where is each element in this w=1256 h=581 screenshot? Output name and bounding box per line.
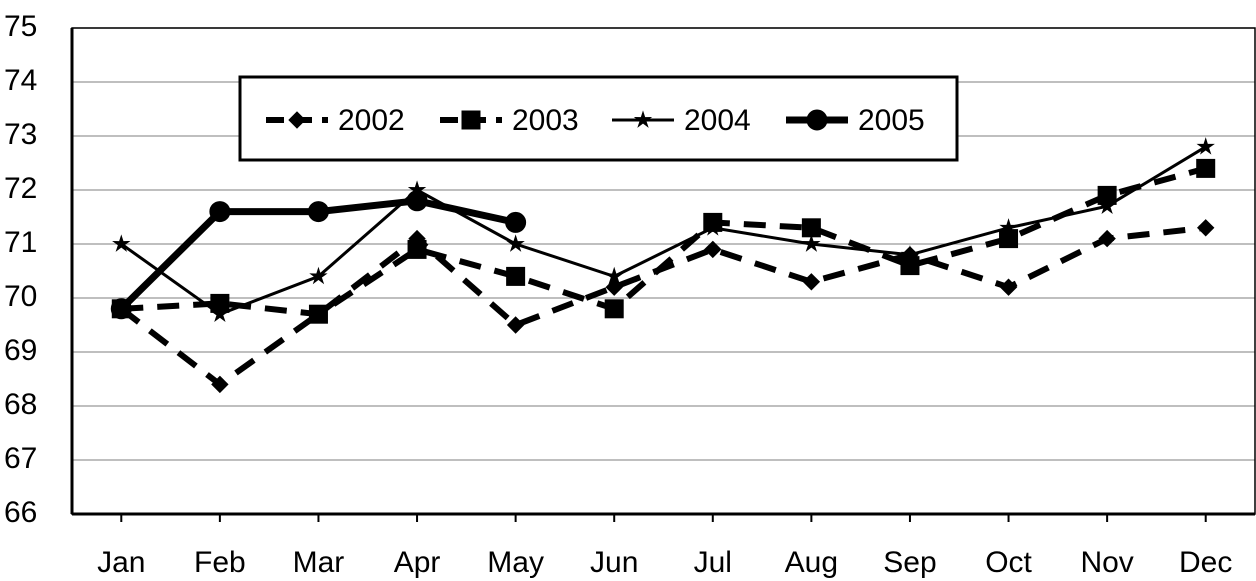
legend-label: 2003 [512,104,579,137]
x-tick-label: Mar [293,546,345,579]
point-marker [309,266,328,285]
point-marker [506,234,525,252]
point-marker [900,256,920,276]
legend-label: 2004 [684,104,751,137]
point-marker [210,304,230,323]
legend-marker [461,110,481,130]
y-tick-label: 72 [4,172,37,205]
point-marker [605,266,624,285]
y-tick-label: 71 [4,226,37,259]
point-marker [999,218,1018,236]
point-marker [112,234,131,252]
point-marker [407,239,427,259]
point-marker [506,316,525,334]
point-marker [999,278,1018,296]
y-tick-label: 73 [4,118,37,151]
y-tick-label: 75 [4,10,37,43]
point-marker [1197,219,1215,237]
x-tick-label: Dec [1179,546,1232,579]
point-marker [801,218,821,238]
point-marker [604,299,624,319]
point-marker [506,266,526,286]
x-tick-label: Sep [883,546,936,579]
point-marker [802,234,821,252]
x-tick-label: Jul [694,546,732,579]
point-marker [704,240,722,259]
x-tick-label: Feb [194,546,246,579]
x-tick-label: May [487,546,544,579]
point-marker [1098,229,1116,248]
x-tick-label: Jan [97,546,145,579]
y-tick-label: 67 [4,442,37,475]
point-marker [209,201,231,223]
point-marker [703,218,722,236]
point-marker [308,304,328,324]
y-tick-label: 66 [4,496,37,529]
x-tick-label: Jun [590,546,638,579]
legend-marker [633,110,653,128]
x-tick-label: Apr [394,546,441,579]
point-marker [802,273,821,291]
y-tick-label: 69 [4,334,37,367]
series-line [121,165,1207,318]
y-tick-label: 70 [4,280,37,313]
point-marker [1196,137,1215,155]
point-marker [605,278,623,296]
point-marker [1196,158,1216,178]
legend-label: 2002 [338,104,405,137]
legend-marker [806,109,828,131]
point-marker [1097,196,1117,215]
point-marker [211,375,229,394]
legend-label: 2005 [858,104,925,137]
x-tick-label: Aug [785,546,838,579]
point-marker [900,245,920,263]
x-tick-label: Nov [1080,546,1133,579]
point-marker [110,298,132,320]
point-marker [999,229,1019,249]
point-marker [307,201,329,223]
y-tick-label: 74 [4,64,37,97]
y-tick-label: 68 [4,388,37,421]
series-line [120,145,1207,316]
legend-marker [288,111,306,129]
point-marker [505,211,527,233]
x-tick-label: Oct [985,546,1032,579]
point-marker [406,190,428,212]
